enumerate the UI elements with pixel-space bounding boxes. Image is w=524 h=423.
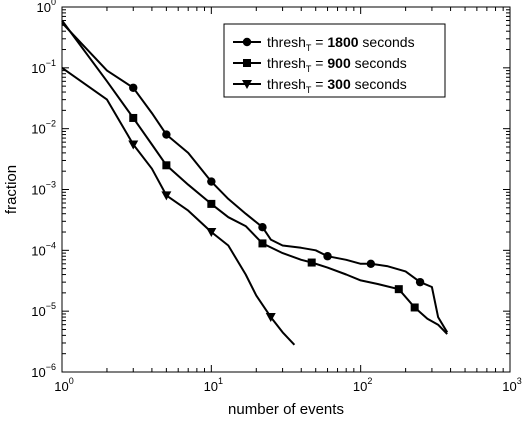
data-point-circle [129, 83, 138, 92]
series-layer [61, 19, 449, 346]
series-900-seconds [61, 19, 448, 335]
data-point-circle [415, 277, 425, 287]
y-tick-label: 10−4 [31, 240, 56, 258]
legend-marker-triangle-down [242, 80, 252, 89]
x-tick-label: 103 [502, 376, 521, 394]
y-tick-label: 10−1 [31, 58, 56, 76]
y-tick-label: 10−3 [31, 180, 56, 198]
legend: threshT = 1800 seconds threshT = 900 seco… [223, 23, 446, 98]
legend-marker-square [243, 59, 251, 67]
legend-label: threshT = 300 seconds [267, 76, 407, 95]
series-line [61, 22, 449, 333]
data-point-triangle-down [128, 140, 139, 150]
tick-label-layer: 100 101 102 103 10−6 10−5 10−4 10−3 10−2 10−1 100 [31, 0, 521, 394]
legend-label: threshT = 1800 seconds [267, 34, 415, 53]
data-point-square [129, 113, 138, 122]
y-tick-label: 100 [37, 0, 56, 15]
tick-layer [61, 7, 510, 373]
data-point-circle [162, 130, 171, 139]
data-point-triangle-down [206, 228, 217, 238]
x-tick-label: 100 [54, 376, 73, 394]
y-tick-label: 10−2 [31, 119, 56, 137]
series-1800-seconds [61, 22, 449, 333]
series-300-seconds [61, 66, 296, 346]
legend-entry: threshT = 900 seconds [233, 55, 407, 74]
legend-entry: threshT = 1800 seconds [233, 34, 415, 53]
y-tick-label: 10−5 [31, 301, 56, 319]
data-point-circle [366, 259, 376, 269]
legend-entry: threshT = 300 seconds [233, 76, 407, 95]
data-point-circle [323, 252, 332, 261]
data-point-square [307, 258, 316, 267]
data-point-circle [258, 223, 267, 232]
data-point-square [162, 161, 171, 170]
legend-label: threshT = 900 seconds [267, 55, 407, 74]
legend-marker-circle [242, 37, 252, 47]
data-point-square [258, 239, 267, 248]
data-point-square [394, 285, 403, 294]
series-line [61, 19, 448, 335]
y-tick-label: 10−6 [31, 362, 56, 380]
data-point-triangle-down [265, 313, 276, 323]
y-axis-title: fraction [3, 165, 20, 214]
x-tick-label: 102 [353, 376, 372, 394]
data-point-triangle-down [161, 191, 172, 201]
data-point-circle [207, 177, 216, 186]
x-axis-title: number of events [228, 401, 344, 418]
data-point-square [410, 303, 419, 312]
x-tick-label: 101 [204, 376, 223, 394]
series-line [61, 66, 296, 346]
data-point-square [207, 199, 216, 208]
